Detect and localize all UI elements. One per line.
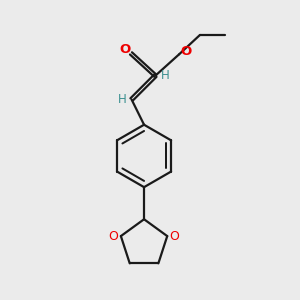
Text: O: O bbox=[109, 230, 118, 243]
Text: O: O bbox=[119, 43, 131, 56]
Text: H: H bbox=[160, 69, 169, 82]
Text: O: O bbox=[180, 45, 191, 58]
Text: O: O bbox=[170, 230, 180, 243]
Text: H: H bbox=[118, 93, 126, 106]
